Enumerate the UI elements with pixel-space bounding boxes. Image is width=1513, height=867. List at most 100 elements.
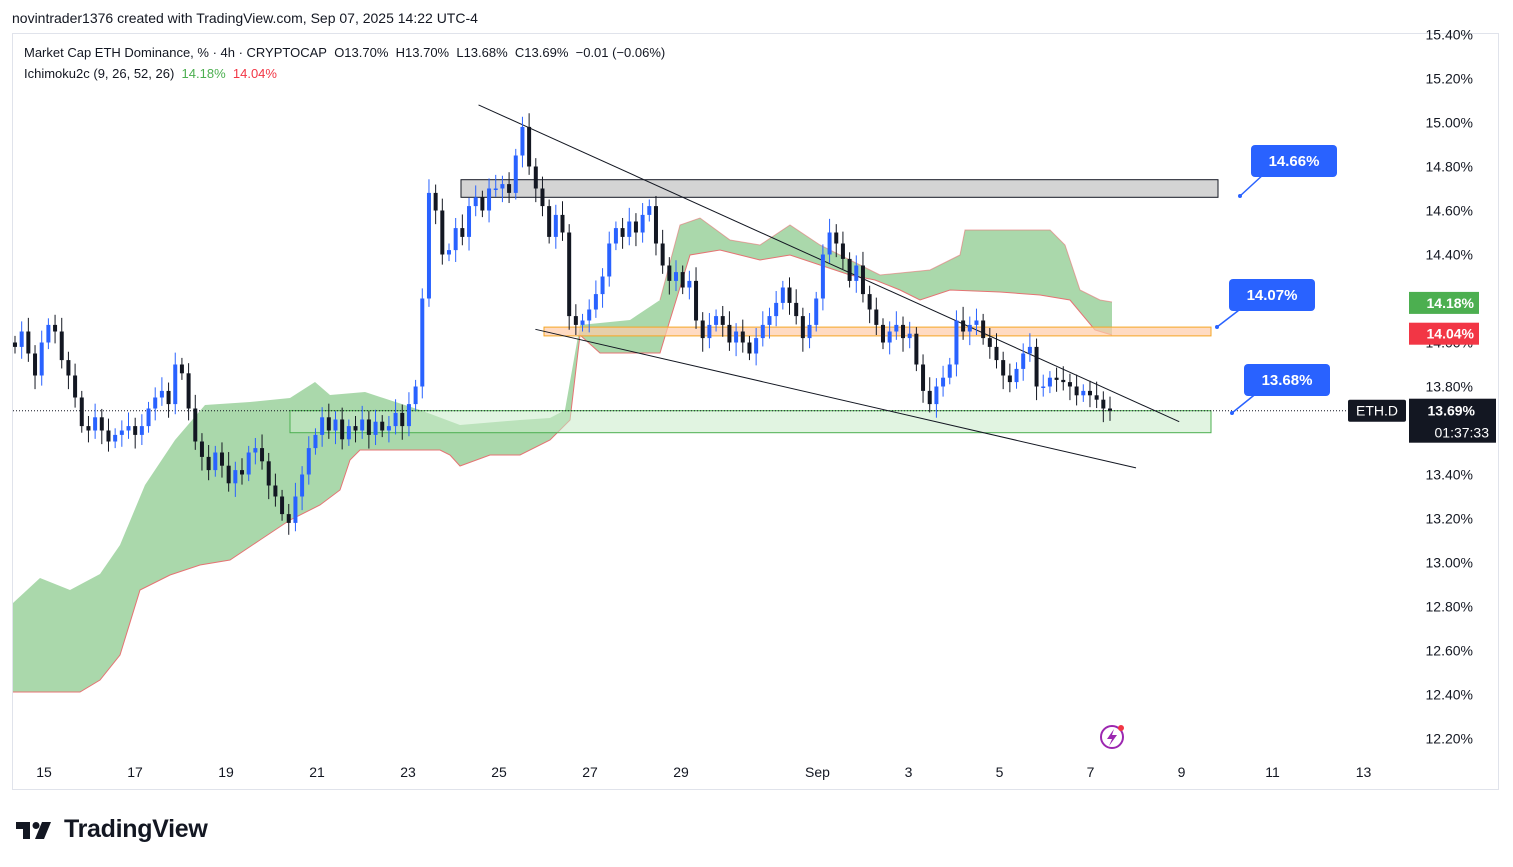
wedge-upper-line[interactable] bbox=[478, 104, 1180, 423]
chart-frame bbox=[12, 33, 1499, 790]
price-callout[interactable]: 14.66% bbox=[1238, 145, 1337, 198]
candle-body bbox=[206, 456, 211, 471]
price-callout[interactable]: 13.68% bbox=[1230, 364, 1330, 415]
candle-body bbox=[366, 419, 371, 435]
candle-body bbox=[313, 434, 318, 449]
mid-zone[interactable] bbox=[543, 326, 1212, 337]
cloud-fill bbox=[13, 218, 1112, 692]
candle-body bbox=[467, 206, 472, 237]
lightning-bolt bbox=[1107, 729, 1117, 746]
x-tick-label: 5 bbox=[996, 764, 1004, 780]
support-zone[interactable] bbox=[289, 410, 1212, 434]
x-tick-label: Sep bbox=[805, 764, 830, 780]
candle-body bbox=[380, 421, 385, 431]
candle-body bbox=[500, 184, 505, 189]
indicator-name[interactable]: Ichimoku2c (9, 26, 52, 26) bbox=[24, 66, 175, 81]
candle-body bbox=[99, 417, 104, 431]
candle-body bbox=[807, 324, 812, 339]
x-tick-label: 27 bbox=[582, 764, 598, 780]
candle-body bbox=[126, 426, 131, 431]
badge-text: 14.04% bbox=[1427, 326, 1475, 342]
candle-body bbox=[780, 287, 785, 303]
price-badges: 14.18% 14.04% ETH.D 13.69% 01:37:33 bbox=[1100, 291, 1496, 749]
tradingview-logo[interactable]: TradingView bbox=[16, 815, 208, 844]
candle-body bbox=[820, 254, 825, 299]
candle-body bbox=[433, 192, 438, 211]
candle-body bbox=[179, 364, 184, 374]
candle-body bbox=[1067, 382, 1072, 387]
candle-body bbox=[867, 294, 872, 310]
candle-body bbox=[740, 331, 745, 343]
symbol-legend: Market Cap ETH Dominance, % · 4h · CRYPT… bbox=[24, 45, 665, 60]
candle-body bbox=[894, 324, 899, 332]
candle-body bbox=[320, 417, 325, 435]
candle-body bbox=[834, 232, 839, 244]
candle-body bbox=[593, 294, 598, 310]
span-b-price-badge: 14.04% bbox=[1409, 322, 1479, 345]
candle-body bbox=[587, 309, 592, 321]
countdown-text: 01:37:33 bbox=[1435, 425, 1490, 441]
symbol-badge[interactable]: ETH.D bbox=[1348, 399, 1406, 422]
candle-body bbox=[133, 426, 138, 435]
candle-body bbox=[887, 331, 892, 343]
ohlc-close: C13.69% bbox=[514, 45, 569, 60]
candle-body bbox=[113, 434, 118, 442]
candle-body bbox=[954, 320, 959, 365]
candle-body bbox=[1061, 379, 1066, 383]
candle-body bbox=[159, 390, 164, 398]
x-tick-label: 3 bbox=[905, 764, 913, 780]
callout-anchor bbox=[1230, 411, 1234, 415]
candles-layer bbox=[13, 113, 1112, 535]
candle-body bbox=[921, 364, 926, 391]
candle-body bbox=[1087, 390, 1092, 396]
symbol-title[interactable]: Market Cap ETH Dominance, % · 4h · CRYPT… bbox=[24, 45, 327, 60]
candle-body bbox=[426, 192, 431, 299]
indicator-value-2: 14.04% bbox=[232, 66, 277, 81]
candle-body bbox=[680, 272, 685, 288]
y-axis[interactable]: 15.40%15.20%15.00%14.80%14.60%14.40%14.2… bbox=[1426, 27, 1473, 747]
x-tick-label: 11 bbox=[1265, 764, 1280, 780]
candle-body bbox=[520, 126, 525, 156]
candle-body bbox=[607, 243, 612, 277]
candle-body bbox=[300, 474, 305, 497]
candle-body bbox=[1108, 408, 1112, 411]
candle-body bbox=[39, 342, 44, 376]
wedge-lower-line[interactable] bbox=[535, 328, 1137, 469]
candle-body bbox=[480, 197, 485, 211]
y-tick-label: 15.20% bbox=[1426, 71, 1473, 87]
lightning-icon[interactable] bbox=[1100, 725, 1124, 749]
resistance-zone[interactable] bbox=[460, 179, 1219, 198]
x-axis[interactable]: 15 17 19 21 23 25 27 29 Sep 3 5 7 9 11 13 bbox=[36, 764, 1371, 780]
candle-body bbox=[226, 465, 231, 484]
candle-body bbox=[827, 232, 832, 255]
candle-body bbox=[1027, 346, 1032, 354]
callouts-layer: 14.66% 14.07% 13.68% bbox=[1215, 145, 1337, 415]
last-price-bg bbox=[1409, 398, 1496, 443]
candle-body bbox=[59, 331, 64, 361]
trendlines-layer bbox=[478, 104, 1180, 469]
candle-body bbox=[674, 272, 679, 281]
y-tick-label: 15.40% bbox=[1426, 27, 1473, 43]
tradingview-logo-icon bbox=[16, 821, 51, 839]
price-callout[interactable]: 14.07% bbox=[1215, 279, 1315, 329]
candle-body bbox=[987, 338, 992, 347]
symbol-badge-text: ETH.D bbox=[1356, 403, 1398, 419]
callout-anchor bbox=[1238, 194, 1242, 198]
candle-body bbox=[1054, 377, 1059, 380]
ohlc-high: H13.70% bbox=[395, 45, 450, 60]
candle-body bbox=[653, 206, 658, 244]
callout-label: 14.66% bbox=[1269, 153, 1320, 170]
candle-body bbox=[667, 265, 672, 281]
zones-layer bbox=[13, 179, 1400, 434]
candle-body bbox=[233, 470, 238, 484]
candle-body bbox=[406, 404, 411, 427]
candle-body bbox=[707, 324, 712, 339]
candle-body bbox=[527, 126, 532, 167]
candle-body bbox=[193, 408, 198, 442]
callout-box bbox=[1229, 279, 1315, 311]
candle-body bbox=[720, 316, 725, 325]
candle-body bbox=[767, 316, 772, 325]
candle-body bbox=[420, 298, 425, 387]
candle-body bbox=[13, 342, 17, 347]
